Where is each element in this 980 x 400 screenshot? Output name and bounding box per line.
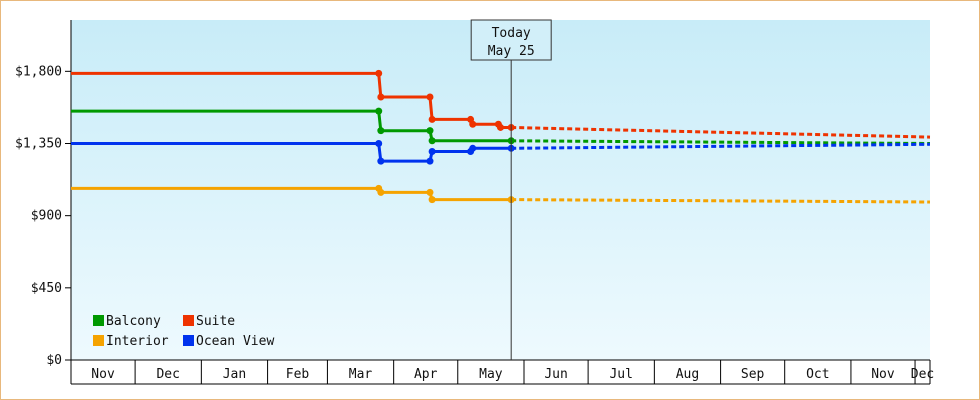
x-tick-label: Nov (871, 367, 895, 382)
data-point (375, 107, 383, 115)
legend-label: Interior (106, 334, 169, 349)
legend-item-interior: Interior (93, 334, 169, 349)
legend-swatch (183, 335, 194, 346)
y-tick-label: $1,800 (15, 64, 62, 79)
series-line (71, 186, 512, 202)
x-tick-label: Dec (156, 367, 179, 382)
legend-swatch (183, 315, 194, 326)
y-axis: $0 $450 $900 $1,350 $1,800 (15, 20, 72, 368)
x-axis: Nov Dec Jan Feb Mar Apr May Jun Jul Aug Sep Oct Nov D… (70, 359, 934, 385)
x-tick-label: Dec (911, 367, 934, 382)
x-tick-label: Feb (286, 367, 310, 382)
series-suite (71, 69, 931, 139)
forecast-line (511, 198, 931, 204)
x-tick-label: Jun (544, 367, 567, 382)
data-point (375, 69, 383, 77)
data-point (426, 93, 434, 101)
legend-label: Balcony (106, 314, 161, 329)
today-marker: Today May 25 (470, 19, 552, 360)
today-label: Today (492, 26, 531, 41)
legend: Balcony Suite Interior Ocean View (93, 314, 274, 349)
data-point (426, 188, 434, 196)
legend-swatch (93, 315, 104, 326)
legend-item-balcony: Balcony (93, 314, 161, 329)
legend-item-suite: Suite (183, 314, 235, 329)
series-balcony (71, 107, 931, 145)
data-point (428, 137, 436, 145)
x-tick-label: Sep (741, 367, 765, 382)
data-point (428, 115, 436, 123)
today-box (470, 19, 552, 61)
data-point (377, 93, 385, 101)
legend-label: Suite (196, 314, 235, 329)
y-tick-label: $900 (31, 209, 62, 224)
x-tick-label: Jul (609, 367, 632, 382)
data-point (497, 123, 504, 131)
data-point (428, 196, 436, 204)
y-tick-label: $450 (31, 281, 62, 296)
y-tick-label: $1,350 (15, 136, 62, 151)
data-point (428, 148, 436, 156)
x-tick-label: Jan (223, 367, 246, 382)
data-point (377, 127, 385, 135)
x-tick-label: Apr (414, 367, 438, 382)
legend-item-ocean-view: Ocean View (183, 334, 274, 349)
data-point (469, 144, 477, 152)
plot-background (71, 20, 930, 360)
x-tick-label: May (479, 367, 503, 382)
data-point (377, 157, 385, 165)
x-tick-label: Mar (349, 367, 373, 382)
x-tick-label: Nov (91, 367, 115, 382)
y-tick-label: $0 (46, 353, 62, 368)
data-point (375, 139, 383, 147)
data-point (469, 120, 477, 128)
forecast-line (511, 139, 931, 145)
data-point (377, 188, 385, 196)
series-line (71, 109, 512, 143)
today-date: May 25 (488, 44, 535, 59)
x-tick-label: Oct (806, 367, 829, 382)
x-tick-label: Aug (676, 367, 699, 382)
data-point (426, 157, 434, 165)
forecast-line (511, 126, 931, 139)
legend-label: Ocean View (196, 334, 274, 349)
forecast-line (511, 142, 931, 150)
legend-swatch (93, 335, 104, 346)
data-point (426, 127, 434, 135)
